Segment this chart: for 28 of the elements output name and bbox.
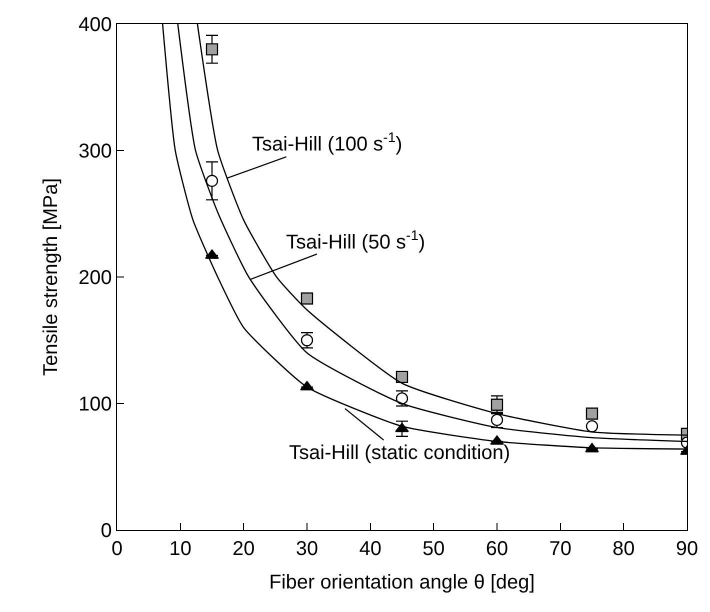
point xyxy=(586,408,598,420)
annotation: Tsai-Hill (50 s$^{-1}$) xyxy=(286,227,426,254)
x-tick-label: 60 xyxy=(486,538,508,560)
annotation: Tsai-Hill (static condition) xyxy=(289,442,510,464)
y-tick-label: 0 xyxy=(100,520,112,542)
x-tick-label: 90 xyxy=(676,538,698,560)
point xyxy=(206,174,218,187)
point xyxy=(206,43,218,56)
point xyxy=(396,370,408,384)
point xyxy=(586,420,598,432)
x-tick-label: 30 xyxy=(296,538,318,560)
point xyxy=(490,435,504,445)
point xyxy=(205,249,219,259)
x-axis-title: Fiber orientation angle θ [deg] xyxy=(269,572,535,594)
x-tick-label: 20 xyxy=(232,538,255,560)
x-tick-label: 10 xyxy=(169,538,192,560)
y-tick-label: 300 xyxy=(78,140,112,162)
annotation: Tsai-Hill (100 s$^{-1}$) xyxy=(252,129,402,156)
point xyxy=(300,292,314,305)
x-tick-label: 50 xyxy=(422,538,445,560)
x-tick-label: 70 xyxy=(549,538,572,560)
y-tick-label: 400 xyxy=(78,14,112,36)
x-tick-label: 80 xyxy=(612,538,635,560)
y-axis-title: Tensile strength [MPa] xyxy=(40,178,62,376)
y-tick-label: 100 xyxy=(78,394,112,416)
y-tick-label: 200 xyxy=(78,267,112,289)
point xyxy=(585,442,599,452)
x-tick-label: 40 xyxy=(359,538,382,560)
